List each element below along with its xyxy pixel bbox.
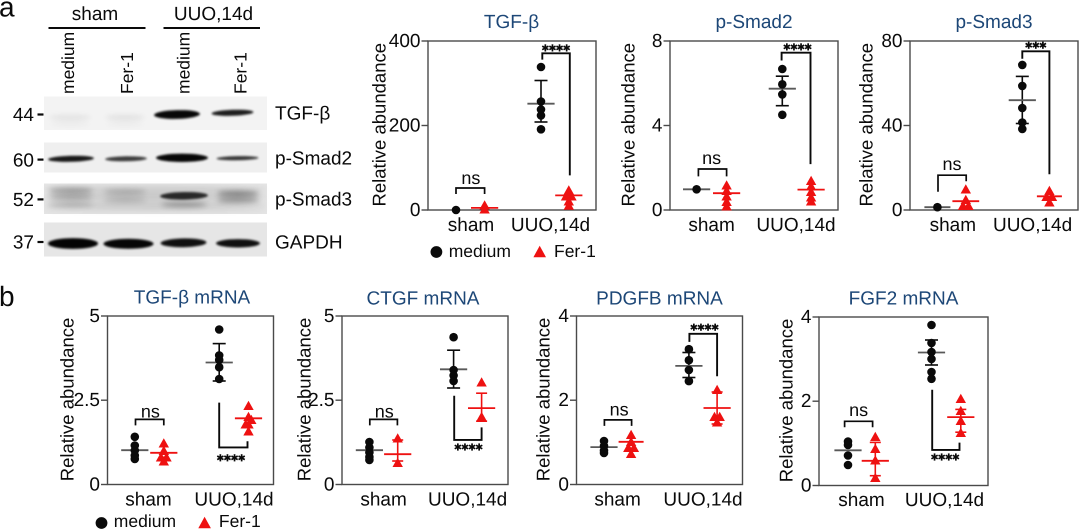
svg-text:ns: ns [610,399,629,419]
svg-text:p-Smad2: p-Smad2 [275,149,352,170]
svg-text:UUO,14d: UUO,14d [993,215,1072,236]
svg-text:60: 60 [13,150,34,171]
svg-text:52: 52 [13,190,34,211]
svg-text:a: a [0,0,15,23]
svg-text:2: 2 [801,391,812,412]
svg-text:ns: ns [141,402,160,422]
svg-text:80: 80 [881,31,902,52]
svg-text:TGF-β: TGF-β [275,104,330,125]
svg-text:p-Smad3: p-Smad3 [275,190,352,211]
svg-text:5: 5 [324,306,335,327]
svg-text:sham: sham [838,490,884,511]
svg-text:GAPDH: GAPDH [275,233,343,254]
svg-text:TGF-β: TGF-β [484,12,539,33]
svg-text:8: 8 [652,31,663,52]
svg-text:sham: sham [360,490,406,511]
svg-text:Relative abundance: Relative abundance [533,318,554,482]
svg-text:0: 0 [89,475,100,496]
svg-text:medium: medium [449,241,511,261]
svg-text:UUO,14d: UUO,14d [756,215,835,236]
svg-text:Relative abundance: Relative abundance [294,318,315,482]
svg-text:medium: medium [114,511,176,530]
svg-text:5: 5 [89,306,100,327]
svg-text:ns: ns [461,168,480,188]
svg-text:UUO,14d: UUO,14d [511,215,590,236]
svg-text:sham: sham [125,490,171,511]
svg-text:0: 0 [652,200,663,221]
svg-text:37: 37 [13,233,34,254]
svg-text:ns: ns [942,154,961,174]
svg-text:sham: sham [688,215,734,236]
svg-text:UUO,14d: UUO,14d [905,490,984,511]
svg-text:Fer-1: Fer-1 [554,241,596,261]
svg-text:Fer-1: Fer-1 [219,511,261,530]
svg-text:medium: medium [58,32,78,94]
svg-text:40: 40 [881,116,902,137]
svg-text:Relative abundance: Relative abundance [776,319,797,483]
svg-text:PDGFB mRNA: PDGFB mRNA [596,289,723,310]
svg-text:4: 4 [652,116,663,137]
svg-text:sham: sham [448,215,494,236]
svg-text:p-Smad2: p-Smad2 [715,12,792,33]
svg-text:sham: sham [594,490,640,511]
svg-text:CTGF mRNA: CTGF mRNA [367,289,480,310]
svg-text:ns: ns [702,148,721,168]
svg-text:Relative abundance: Relative abundance [618,43,639,207]
svg-text:sham: sham [930,215,976,236]
svg-text:b: b [0,281,15,312]
svg-text:Relative abundance: Relative abundance [57,318,78,482]
svg-text:0: 0 [801,476,812,497]
svg-text:FGF2 mRNA: FGF2 mRNA [849,289,959,310]
svg-text:TGF-β mRNA: TGF-β mRNA [134,288,251,309]
svg-text:ns: ns [849,400,868,420]
svg-text:0: 0 [324,475,335,496]
svg-text:0: 0 [558,475,569,496]
svg-text:2.5: 2.5 [308,390,334,411]
svg-text:44: 44 [13,105,35,126]
svg-text:Relative abundance: Relative abundance [369,43,390,207]
svg-text:Fer-1: Fer-1 [117,52,137,94]
svg-text:UUO,14d: UUO,14d [428,490,507,511]
svg-text:p-Smad3: p-Smad3 [955,12,1032,33]
svg-text:ns: ns [375,402,394,422]
svg-text:0: 0 [410,200,421,221]
svg-text:4: 4 [558,306,569,327]
svg-text:200: 200 [389,116,421,137]
svg-text:UUO,14d: UUO,14d [174,4,253,25]
svg-text:UUO,14d: UUO,14d [663,490,742,511]
svg-text:Fer-1: Fer-1 [230,52,250,94]
svg-text:4: 4 [801,307,812,328]
svg-text:0: 0 [892,200,903,221]
svg-text:medium: medium [174,32,194,94]
svg-text:UUO,14d: UUO,14d [194,490,273,511]
svg-text:sham: sham [72,4,118,25]
svg-text:400: 400 [389,31,421,52]
svg-text:Relative abundance: Relative abundance [856,43,877,207]
svg-text:2.5: 2.5 [74,390,100,411]
svg-text:2: 2 [558,390,569,411]
